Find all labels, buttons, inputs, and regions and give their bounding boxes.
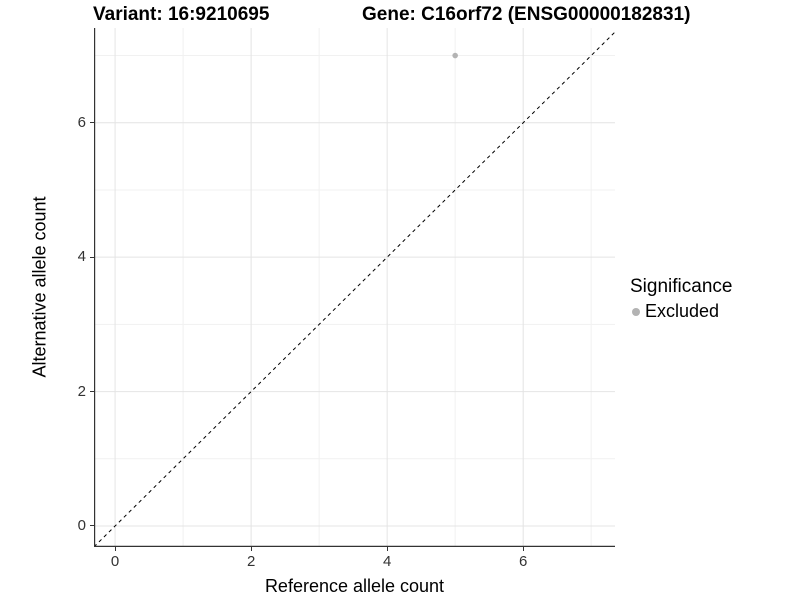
data-point — [452, 52, 458, 59]
x-tick-mark — [114, 547, 116, 551]
y-tick-mark — [90, 122, 94, 124]
x-tick-label: 4 — [382, 553, 392, 570]
x-tick-label: 0 — [110, 553, 120, 570]
y-tick-label: 0 — [77, 516, 86, 534]
y-tick-label: 2 — [77, 382, 86, 400]
x-tick-mark — [250, 547, 252, 551]
y-tick-label: 4 — [77, 248, 86, 266]
x-axis-title: Reference allele count — [264, 576, 445, 596]
y-tick-mark — [90, 391, 94, 393]
legend-marker-circle-icon — [632, 307, 640, 316]
legend-title: Significance — [630, 276, 733, 297]
plot-area — [94, 28, 615, 547]
legend-item-label: Excluded — [645, 301, 720, 321]
x-tick-label: 6 — [519, 553, 528, 570]
x-tick-mark — [386, 547, 388, 551]
y-tick-mark — [90, 525, 94, 527]
x-tick-mark — [522, 547, 524, 551]
legend-item-excluded: Excluded — [630, 301, 732, 322]
y-tick-label: 6 — [77, 113, 86, 131]
y-axis-title: Alternative allele count — [29, 196, 50, 378]
legend: Significance Excluded — [630, 276, 732, 322]
y-tick-mark — [90, 256, 94, 258]
plot-title-gene: Gene: C16orf72 (ENSG00000182831) — [362, 4, 691, 25]
plot-panel: 0 2 4 6 0 2 4 6 — [78, 28, 615, 570]
plot-title-variant: Variant: 16:9210695 — [93, 4, 270, 25]
x-tick-label: 2 — [246, 553, 256, 570]
identity-reference-line — [94, 31, 615, 547]
